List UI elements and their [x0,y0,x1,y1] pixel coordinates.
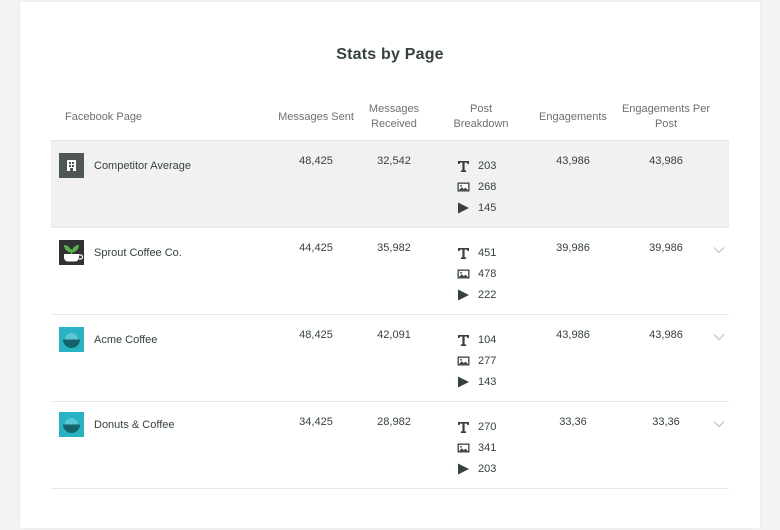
video-posts: 143 [457,371,496,392]
messages-received-value: 35,982 [377,242,411,254]
video-post-icon [458,376,469,387]
photo-posts-count: 277 [478,354,497,367]
engagements-value: 33,36 [559,416,587,428]
engagements-value: 43,986 [556,329,590,341]
photo-posts: 341 [457,437,496,458]
video-post-icon [458,202,469,213]
text-post-icon [458,247,469,259]
page-cell: Sprout Coffee Co. [59,240,182,265]
page-name: Sprout Coffee Co. [94,246,182,259]
text-posts-count: 203 [478,159,497,172]
text-posts: 203 [457,155,496,176]
video-posts-count: 143 [478,375,497,388]
page-cell: Donuts & Coffee [59,412,175,437]
photo-posts: 268 [457,176,496,197]
engagements-per-post-value: 43,986 [649,329,683,341]
header-engagements-per-post: Engagements Per Post [621,103,711,130]
header-messages-received: Messages Received [368,103,420,130]
engagements-per-post-value: 39,986 [649,242,683,254]
table-bottom-divider [51,488,729,489]
text-post-icon [458,160,469,172]
table-row-acme-coffee: Acme Coffee 48,425 42,091 104 277 143 43… [51,314,729,401]
teal-cup-logo [59,327,84,352]
table-row-competitor-average: Competitor Average 48,425 32,542 203 268… [51,140,729,227]
text-posts: 104 [457,329,496,350]
video-post-icon [458,463,469,474]
building-icon [59,153,84,178]
post-breakdown: 270 341 203 [457,416,496,479]
page-name: Competitor Average [94,159,192,172]
header-engagements: Engagements [539,110,607,123]
photo-post-icon [457,269,470,278]
text-posts-count: 451 [478,246,497,259]
chevron-down-icon[interactable] [713,420,725,428]
text-posts: 451 [457,242,496,263]
messages-sent-value: 48,425 [299,329,333,341]
text-posts-count: 104 [478,333,497,346]
photo-post-icon [457,356,470,365]
video-posts: 222 [457,284,496,305]
photo-posts-count: 268 [478,180,497,193]
engagements-per-post-value: 33,36 [652,416,680,428]
table-row-donuts-coffee: Donuts & Coffee 34,425 28,982 270 341 20… [51,401,729,488]
card-title: Stats by Page [336,46,444,63]
table-header: Facebook Page Messages Sent Messages Rec… [51,94,729,140]
post-breakdown: 104 277 143 [457,329,496,392]
video-posts: 145 [457,197,496,218]
messages-received-value: 42,091 [377,329,411,341]
header-messages-sent: Messages Sent [278,110,354,123]
video-posts: 203 [457,458,496,479]
teal-cup-logo [59,412,84,437]
page-cell: Acme Coffee [59,327,157,352]
messages-sent-value: 48,425 [299,155,333,167]
engagements-per-post-value: 43,986 [649,155,683,167]
page-cell: Competitor Average [59,153,191,178]
text-post-icon [458,334,469,346]
header-facebook-page: Facebook Page [65,110,143,123]
video-posts-count: 222 [478,288,497,301]
messages-received-value: 32,542 [377,155,411,167]
table-row-sprout-coffee: Sprout Coffee Co. 44,425 35,982 451 478 … [51,227,729,314]
stats-card: Stats by Page Facebook Page Messages Sen… [20,2,760,528]
messages-sent-value: 44,425 [299,242,333,254]
video-post-icon [458,289,469,300]
photo-posts-count: 478 [478,267,497,280]
sprout-cup-logo [59,240,84,265]
photo-post-icon [457,443,470,452]
photo-posts-count: 341 [478,441,497,454]
chevron-down-icon[interactable] [713,246,725,254]
page-name: Acme Coffee [94,333,158,346]
page-name: Donuts & Coffee [94,418,175,431]
video-posts-count: 145 [478,201,497,214]
photo-posts: 478 [457,263,496,284]
chevron-down-icon[interactable] [713,333,725,341]
header-post-breakdown: Post Breakdown [453,103,509,130]
video-posts-count: 203 [478,462,497,475]
post-breakdown: 451 478 222 [457,242,496,305]
messages-sent-value: 34,425 [299,416,333,428]
engagements-value: 43,986 [556,155,590,167]
photo-post-icon [457,182,470,191]
text-posts: 270 [457,416,496,437]
stats-table: Facebook Page Messages Sent Messages Rec… [51,94,729,489]
messages-received-value: 28,982 [377,416,411,428]
text-post-icon [458,421,469,433]
text-posts-count: 270 [478,420,497,433]
photo-posts: 277 [457,350,496,371]
post-breakdown: 203 268 145 [457,155,496,218]
engagements-value: 39,986 [556,242,590,254]
